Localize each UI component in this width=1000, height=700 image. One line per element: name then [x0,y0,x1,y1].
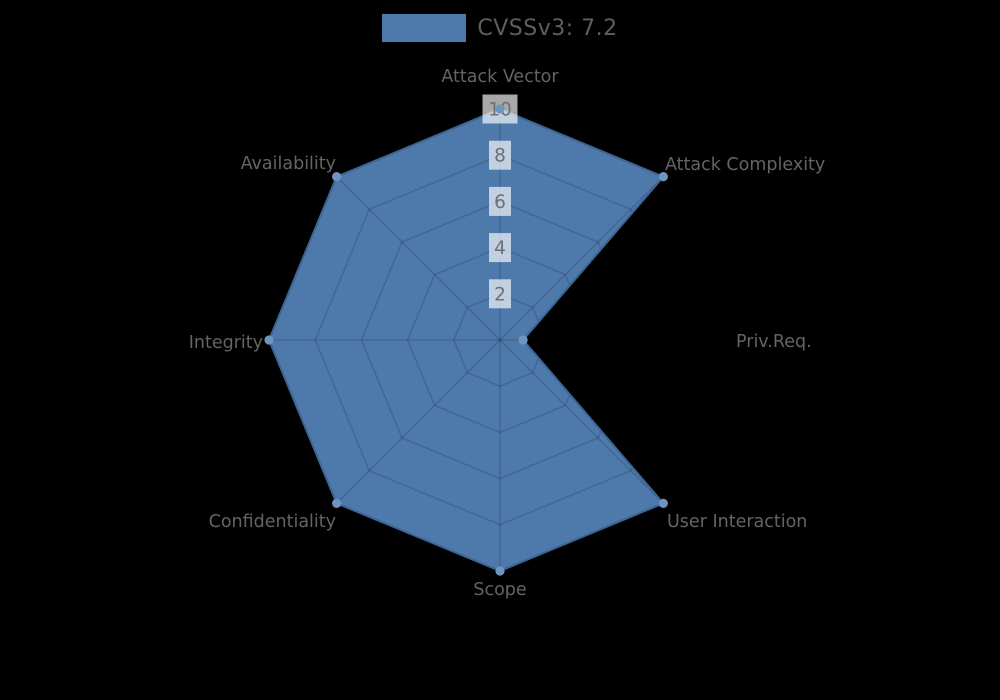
axis-label: Attack Complexity [665,155,825,175]
grid-spoke [336,176,501,341]
vertex-marker [658,498,668,508]
vertex-marker [332,498,342,508]
grid-spoke [499,176,664,341]
tick-backdrop [489,140,511,170]
axis-label: User Interaction [667,512,807,532]
vertex-marker [495,566,505,576]
vertex-marker [518,335,528,345]
grid-ring [452,292,548,388]
grid-ring [314,154,686,526]
vertex-marker [332,172,342,182]
grid-ring [360,200,640,480]
tick-label: 8 [494,146,506,167]
tick-backdrop [489,279,511,309]
grid-spoke [499,339,664,504]
axis-label: Priv.Req. [736,332,812,352]
axis-label: Scope [473,580,526,600]
axis-label: Attack Vector [441,67,559,87]
axis-label: Confidentiality [209,512,336,532]
axis-label: Integrity [189,333,263,353]
tick-backdrop [489,233,511,263]
axis-label: Availability [241,154,336,174]
tick-backdrop [489,186,511,216]
grid-ring [406,246,594,434]
vertex-marker [495,104,505,114]
vertex-marker [264,335,274,345]
tick-label: 6 [494,192,506,213]
grid-spoke [336,339,501,504]
tick-label: 4 [494,238,506,259]
data-area [269,109,664,571]
tick-label: 2 [494,284,506,305]
vertex-marker [658,172,668,182]
